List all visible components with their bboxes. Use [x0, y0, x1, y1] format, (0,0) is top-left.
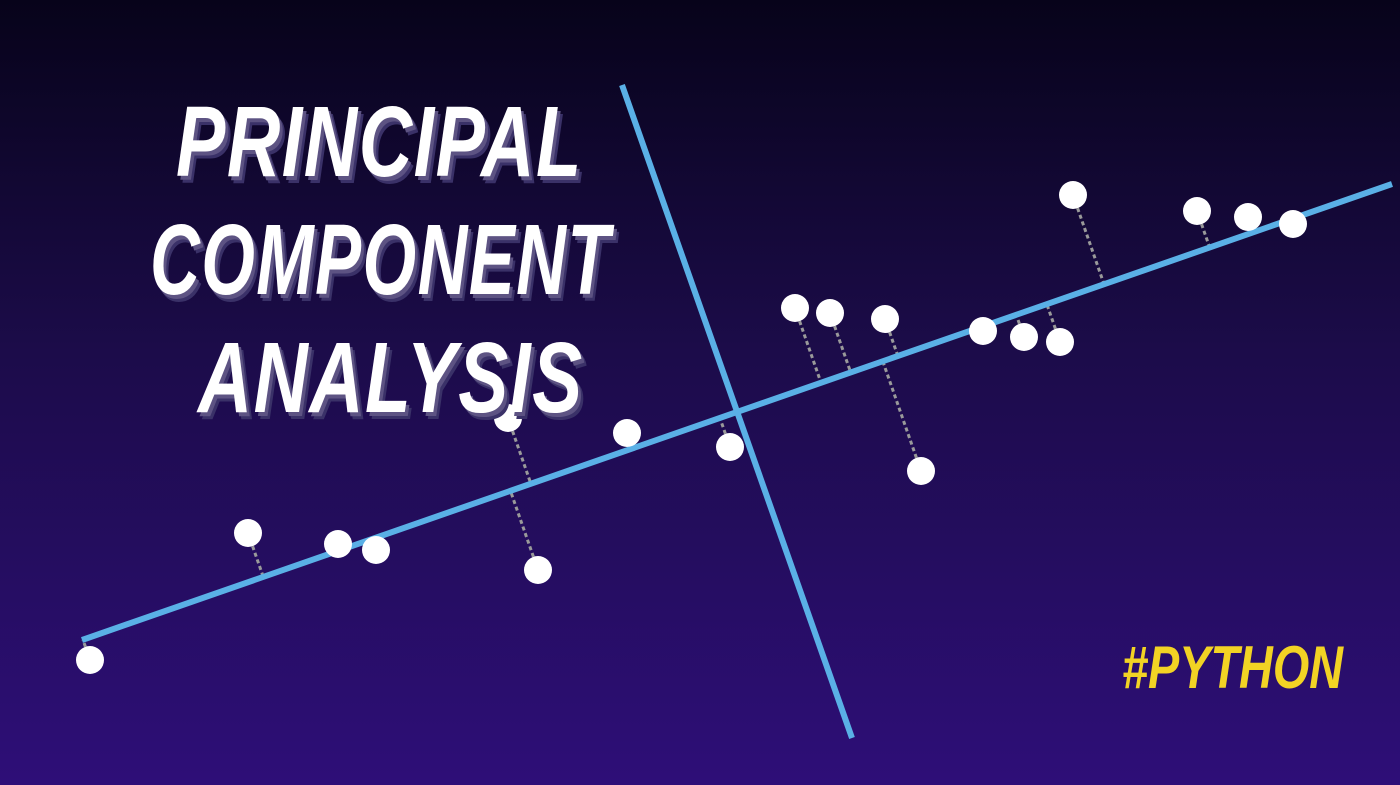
projection-line — [718, 417, 732, 448]
data-point — [1234, 203, 1262, 231]
projection-line — [793, 307, 823, 384]
data-point — [362, 536, 390, 564]
data-point — [816, 299, 844, 327]
data-points — [76, 181, 1307, 674]
projection-line — [1071, 194, 1106, 285]
data-point — [1046, 328, 1074, 356]
data-point — [1183, 197, 1211, 225]
principal-axis-2 — [619, 84, 855, 739]
data-point — [76, 646, 104, 674]
title-line-3: ANALYSIS — [198, 322, 584, 434]
data-point — [871, 305, 899, 333]
data-point — [969, 317, 997, 345]
data-point — [324, 530, 352, 558]
data-point — [716, 433, 744, 461]
data-point — [1010, 323, 1038, 351]
data-point — [907, 457, 935, 485]
data-point — [1059, 181, 1087, 209]
data-point — [524, 556, 552, 584]
data-point — [1279, 210, 1307, 238]
hashtag-label: #PYTHON — [1122, 634, 1344, 701]
projection-line — [506, 417, 533, 485]
title-line-1: PRINCIPAL — [176, 86, 583, 198]
projection-line — [881, 360, 923, 472]
data-point — [781, 294, 809, 322]
data-point — [613, 419, 641, 447]
title-line-2: COMPONENT — [150, 204, 611, 316]
data-point — [234, 519, 262, 547]
data-point — [494, 404, 522, 432]
title-block: PRINCIPAL COMPONENT ANALYSIS — [150, 92, 650, 452]
